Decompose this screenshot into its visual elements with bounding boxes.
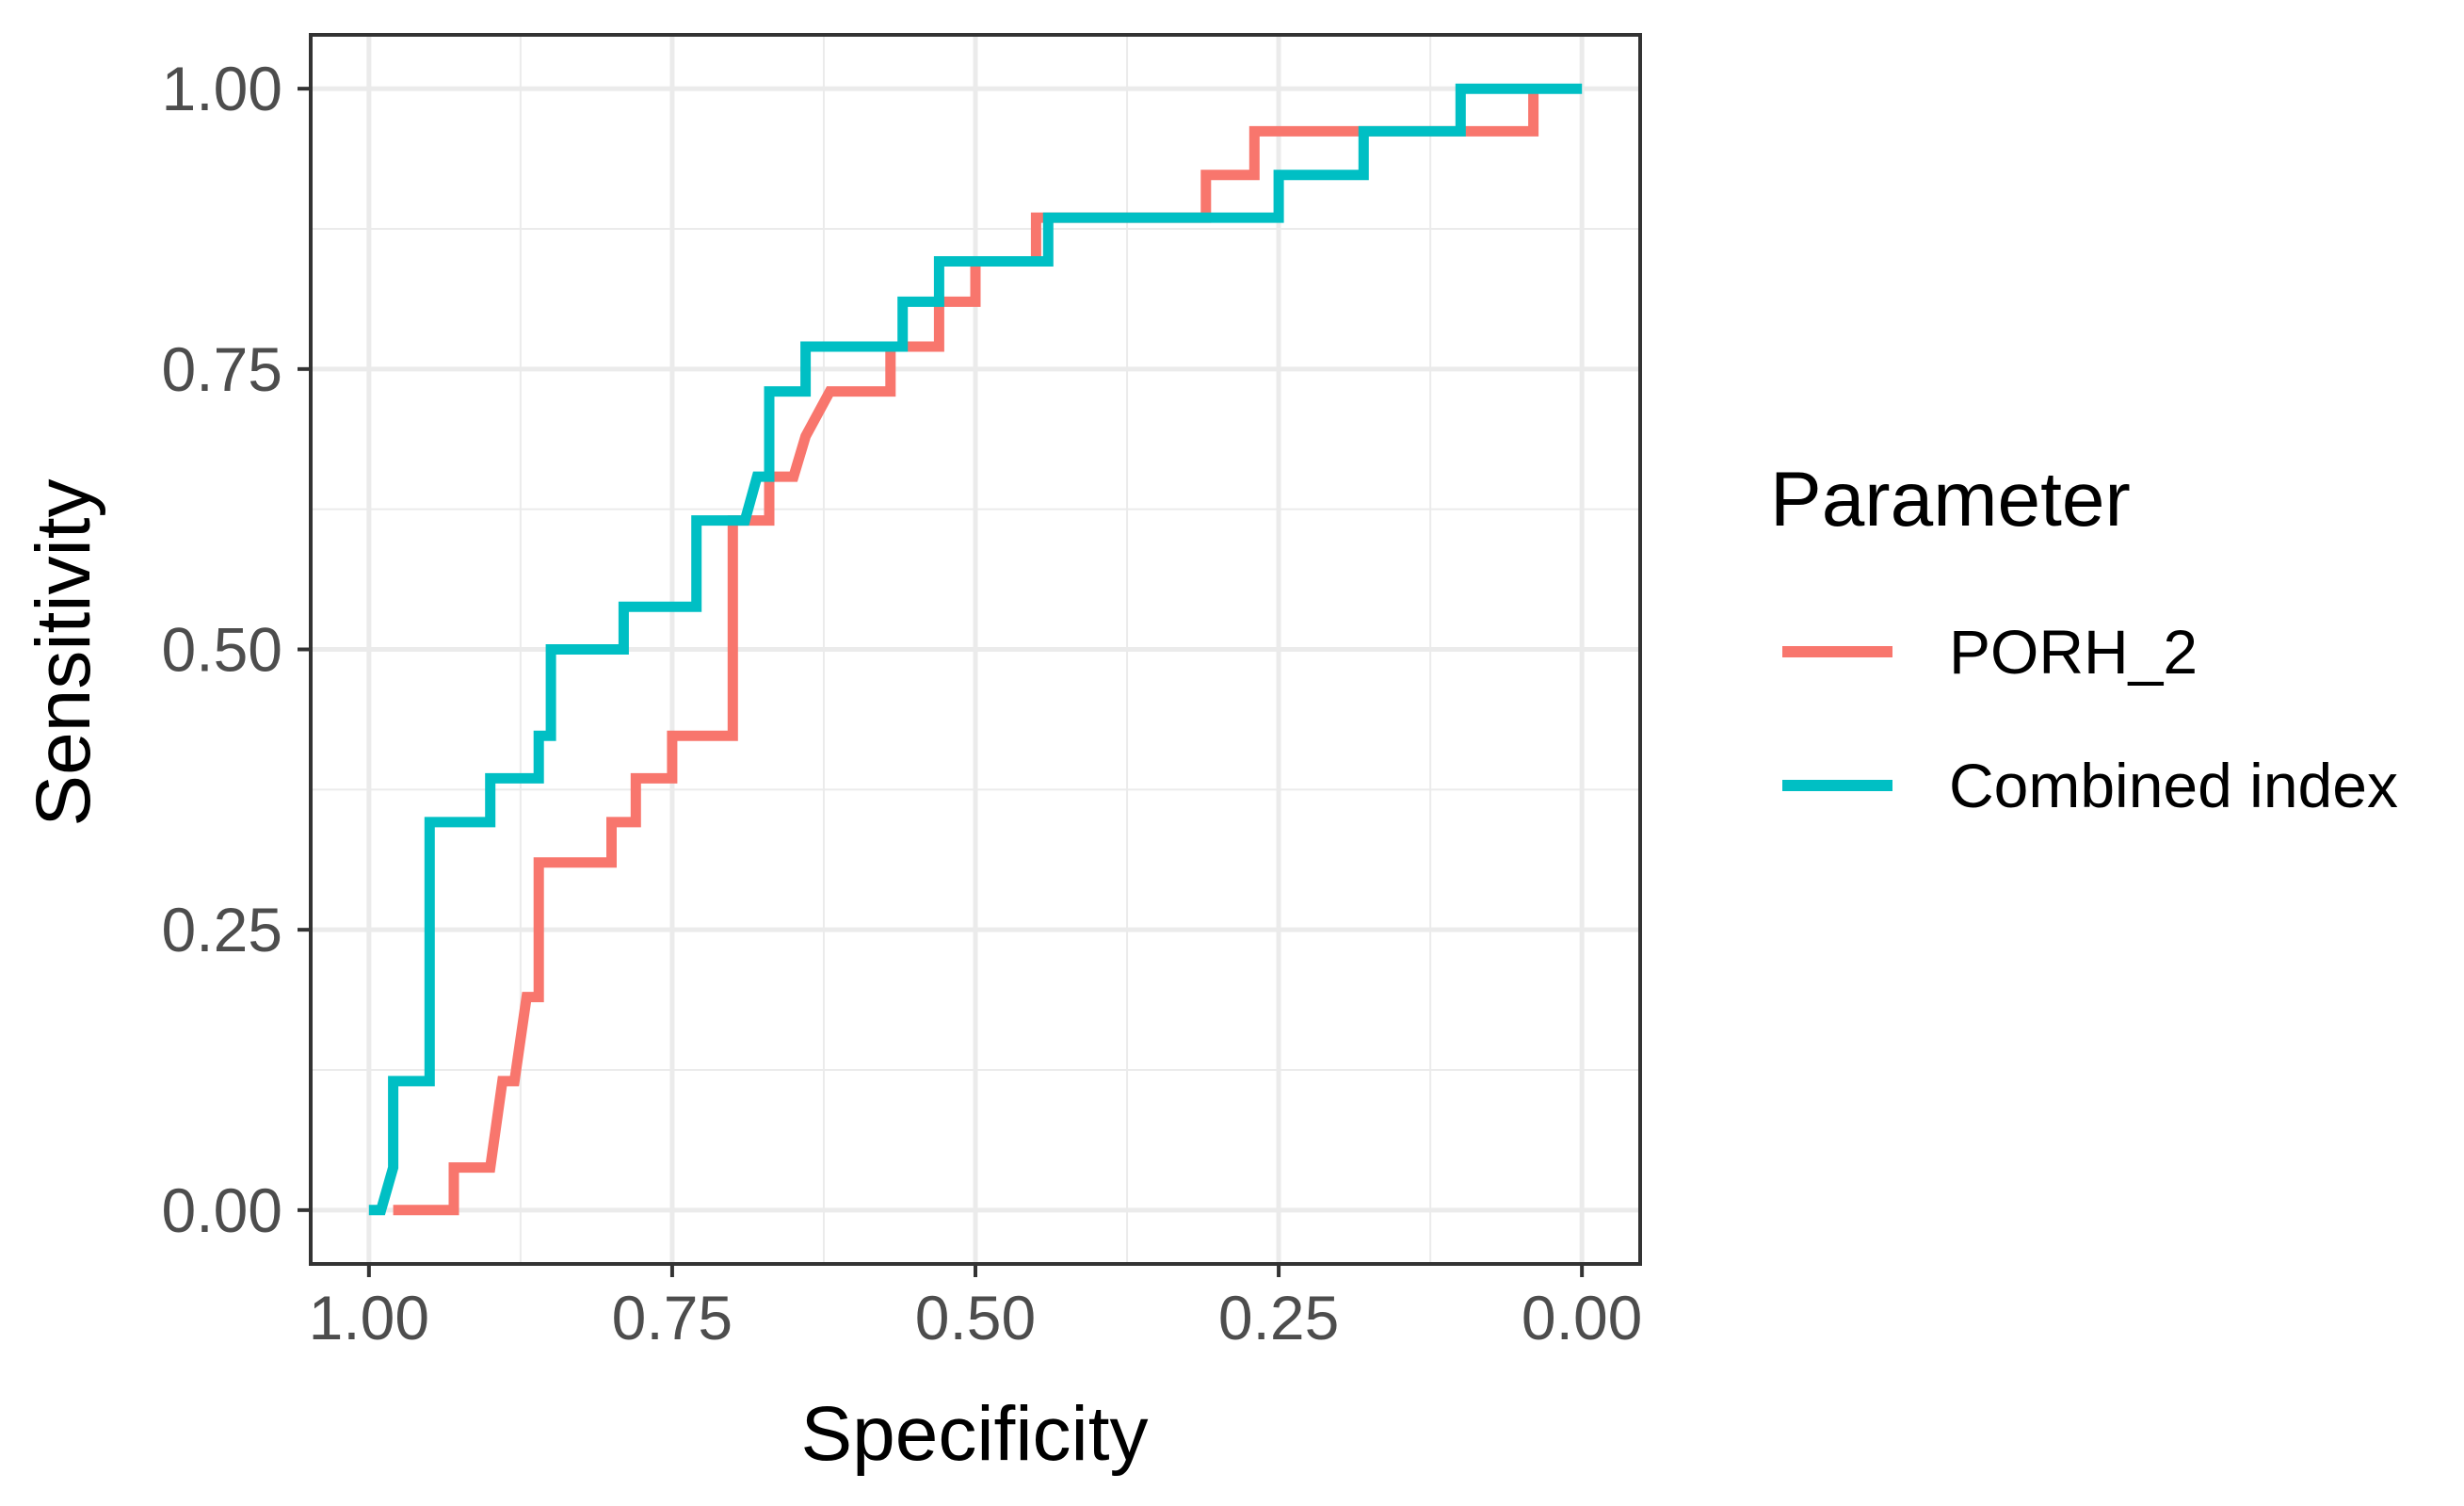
y-axis: 0.00 0.25 0.50 0.75 1.00 <box>162 54 311 1245</box>
x-tick-label: 0.75 <box>612 1283 733 1352</box>
y-tick-label: 0.00 <box>162 1175 282 1245</box>
y-tick-label: 1.00 <box>162 54 282 123</box>
series-line-combined-index <box>368 83 1583 1216</box>
x-axis: 1.00 0.75 0.50 0.25 0.00 <box>309 1264 1642 1352</box>
legend-items: PORH_2 Combined index <box>1782 617 2398 820</box>
major-gridlines <box>311 35 1640 1264</box>
x-axis-title: Specificity <box>800 1391 1148 1477</box>
legend: Parameter PORH_2 Combined index <box>1770 457 2398 820</box>
y-tick-label: 0.25 <box>162 895 282 964</box>
legend-item-porh-2: PORH_2 <box>1782 617 2198 687</box>
x-tick-label: 0.25 <box>1218 1283 1339 1352</box>
x-tick-label: 0.50 <box>915 1283 1036 1352</box>
legend-label-porh-2: PORH_2 <box>1949 617 2198 687</box>
x-tick-label: 1.00 <box>309 1283 429 1352</box>
legend-label-combined-index: Combined index <box>1949 751 2398 820</box>
series-lines <box>368 83 1583 1216</box>
x-tick-label: 0.00 <box>1522 1283 1642 1352</box>
legend-item-combined-index: Combined index <box>1782 751 2398 820</box>
y-tick-label: 0.75 <box>162 334 282 404</box>
legend-title: Parameter <box>1770 457 2131 542</box>
y-tick-label: 0.50 <box>162 615 282 685</box>
y-axis-title: Sensitivity <box>21 478 106 826</box>
